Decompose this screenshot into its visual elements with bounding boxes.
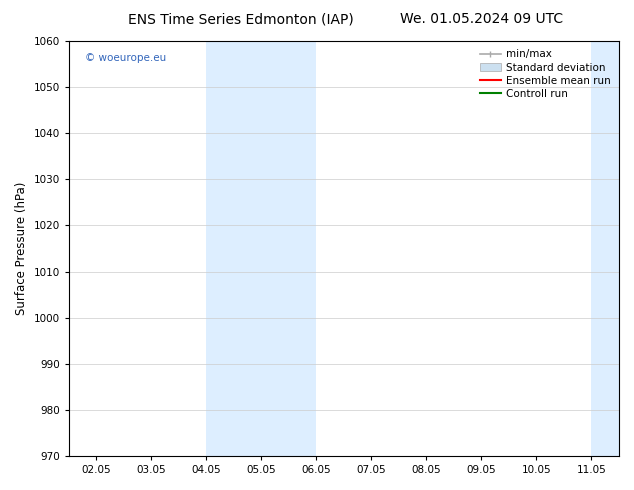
Y-axis label: Surface Pressure (hPa): Surface Pressure (hPa) (15, 182, 28, 315)
Bar (207, 41, 316, 456)
Bar (592, 41, 619, 456)
Text: © woeurope.eu: © woeurope.eu (86, 53, 167, 64)
Legend: min/max, Standard deviation, Ensemble mean run, Controll run: min/max, Standard deviation, Ensemble me… (477, 46, 614, 102)
Text: ENS Time Series Edmonton (IAP): ENS Time Series Edmonton (IAP) (128, 12, 354, 26)
Text: We. 01.05.2024 09 UTC: We. 01.05.2024 09 UTC (400, 12, 564, 26)
